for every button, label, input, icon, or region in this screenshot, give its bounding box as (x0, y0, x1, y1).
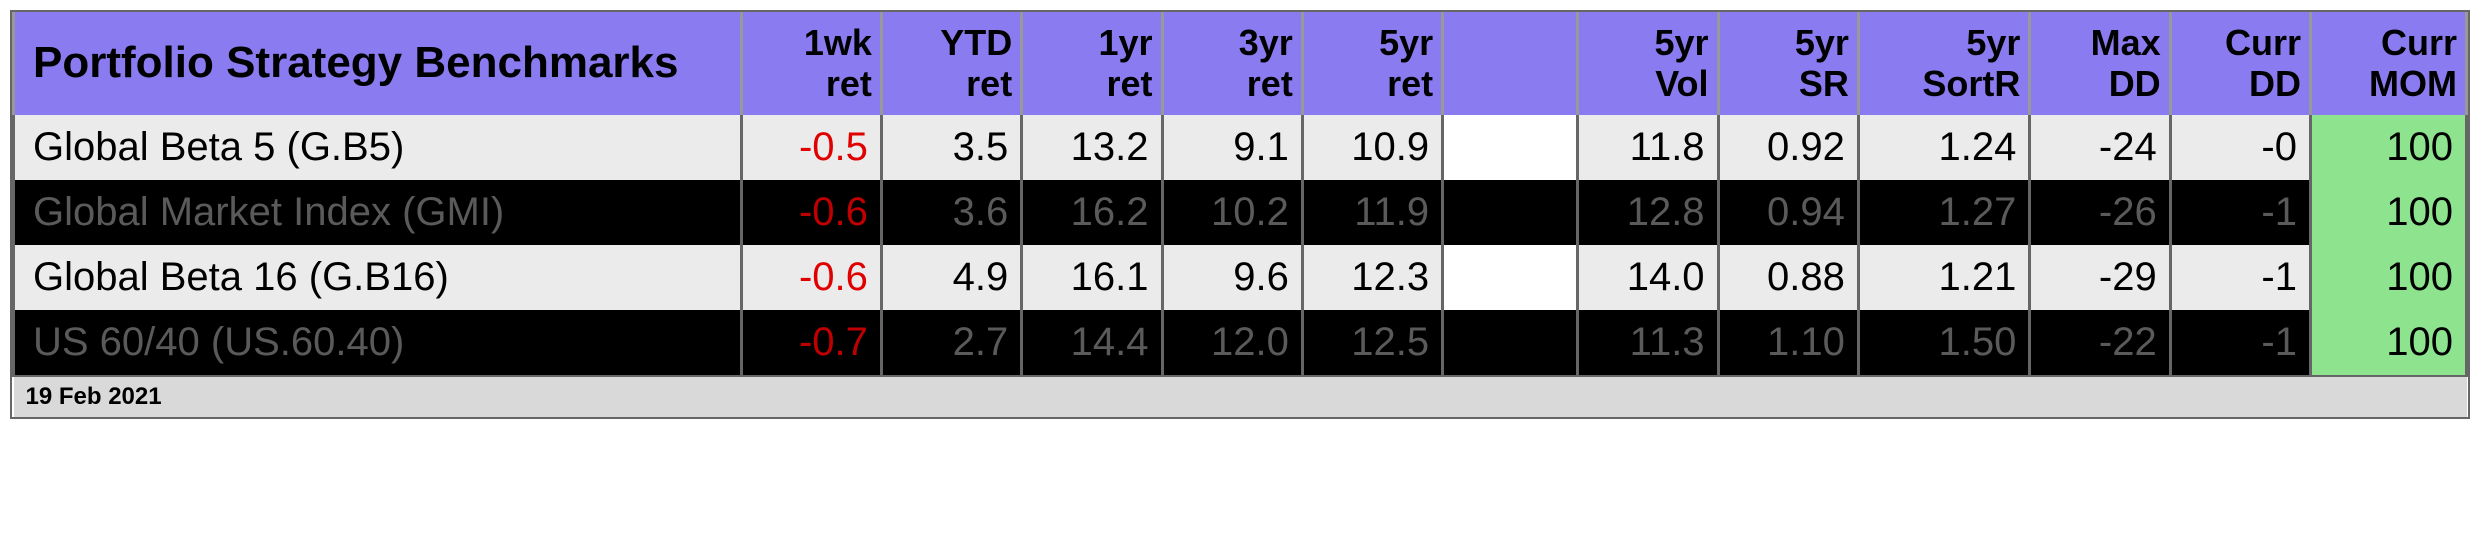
data-cell: -0 (2170, 115, 2310, 180)
spacer-cell (1443, 180, 1578, 245)
data-cell: -24 (2030, 115, 2170, 180)
table-header-row: Portfolio Strategy Benchmarks1wkretYTDre… (14, 12, 2467, 115)
data-cell: -1 (2170, 245, 2310, 310)
data-cell: 14.4 (1022, 310, 1162, 376)
column-header: 1wkret (741, 12, 881, 115)
column-header: 5yrSortR (1858, 12, 2030, 115)
data-cell: 9.1 (1162, 115, 1302, 180)
data-cell: 4.9 (881, 245, 1021, 310)
spacer-cell (1443, 245, 1578, 310)
data-cell: 1.21 (1858, 245, 2030, 310)
data-cell: -1 (2170, 180, 2310, 245)
column-header: 5yrVol (1578, 12, 1718, 115)
column-header (1443, 12, 1578, 115)
data-cell: 100 (2311, 115, 2467, 180)
column-header: 5yrret (1302, 12, 1442, 115)
data-cell: 100 (2311, 245, 2467, 310)
table-footer-row: 19 Feb 2021 (14, 376, 2467, 417)
data-cell: 16.2 (1022, 180, 1162, 245)
table-row: Global Market Index (GMI)-0.63.616.210.2… (14, 180, 2467, 245)
data-cell: -29 (2030, 245, 2170, 310)
data-cell: 0.88 (1718, 245, 1858, 310)
data-cell: 14.0 (1578, 245, 1718, 310)
column-header: CurrDD (2170, 12, 2310, 115)
table-row: Global Beta 16 (G.B16)-0.64.916.19.612.3… (14, 245, 2467, 310)
spacer-cell (1443, 310, 1578, 376)
data-cell: -26 (2030, 180, 2170, 245)
data-cell: 1.10 (1718, 310, 1858, 376)
data-cell: -0.6 (741, 180, 881, 245)
data-cell: 10.9 (1302, 115, 1442, 180)
data-cell: -0.6 (741, 245, 881, 310)
data-cell: 11.9 (1302, 180, 1442, 245)
column-header: 5yrSR (1718, 12, 1858, 115)
data-cell: 11.3 (1578, 310, 1718, 376)
data-cell: 100 (2311, 310, 2467, 376)
strategy-name: Global Beta 5 (G.B5) (14, 115, 742, 180)
column-header: 3yrret (1162, 12, 1302, 115)
data-cell: 12.8 (1578, 180, 1718, 245)
data-cell: 0.94 (1718, 180, 1858, 245)
data-cell: 12.5 (1302, 310, 1442, 376)
data-cell: 13.2 (1022, 115, 1162, 180)
column-header: YTDret (881, 12, 1021, 115)
column-header: MaxDD (2030, 12, 2170, 115)
strategy-name: Global Beta 16 (G.B16) (14, 245, 742, 310)
data-cell: -0.5 (741, 115, 881, 180)
data-cell: 12.0 (1162, 310, 1302, 376)
data-cell: 3.6 (881, 180, 1021, 245)
benchmark-table-wrapper: Portfolio Strategy Benchmarks1wkretYTDre… (10, 10, 2470, 419)
data-cell: 0.92 (1718, 115, 1858, 180)
date-label: 19 Feb 2021 (14, 376, 2467, 417)
data-cell: 100 (2311, 180, 2467, 245)
column-header: 1yrret (1022, 12, 1162, 115)
spacer-cell (1443, 115, 1578, 180)
data-cell: 1.27 (1858, 180, 2030, 245)
data-cell: 9.6 (1162, 245, 1302, 310)
column-header: CurrMOM (2311, 12, 2467, 115)
data-cell: 11.8 (1578, 115, 1718, 180)
data-cell: 1.50 (1858, 310, 2030, 376)
data-cell: 16.1 (1022, 245, 1162, 310)
strategy-name: Global Market Index (GMI) (14, 180, 742, 245)
data-cell: 1.24 (1858, 115, 2030, 180)
table-row: Global Beta 5 (G.B5)-0.53.513.29.110.9 11… (14, 115, 2467, 180)
data-cell: 2.7 (881, 310, 1021, 376)
table-title: Portfolio Strategy Benchmarks (14, 12, 742, 115)
table-row: US 60/40 (US.60.40)-0.72.714.412.012.5 11… (14, 310, 2467, 376)
data-cell: -22 (2030, 310, 2170, 376)
data-cell: -1 (2170, 310, 2310, 376)
data-cell: 12.3 (1302, 245, 1442, 310)
benchmark-table: Portfolio Strategy Benchmarks1wkretYTDre… (12, 12, 2468, 417)
data-cell: 3.5 (881, 115, 1021, 180)
data-cell: 10.2 (1162, 180, 1302, 245)
data-cell: -0.7 (741, 310, 881, 376)
strategy-name: US 60/40 (US.60.40) (14, 310, 742, 376)
